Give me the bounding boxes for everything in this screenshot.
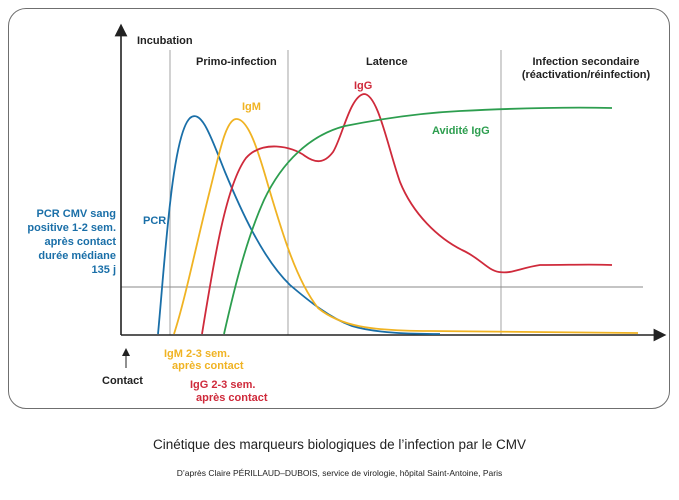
igm-note-line: après contact (172, 360, 244, 372)
igg-note-line: après contact (196, 392, 268, 404)
caption-source: D’après Claire PÉRILLAUD–DUBOIS, service… (176, 468, 503, 478)
igg-label: IgG (354, 80, 372, 92)
avidite-label: Avidité IgG (432, 125, 490, 137)
phase-label-secondaire-2: (réactivation/réinfection) (522, 69, 651, 81)
igm-label: IgM (242, 101, 261, 113)
pcr-note-line: 135 j (92, 264, 116, 276)
phase-label-secondaire-1: Infection secondaire (533, 56, 640, 68)
pcr-note: PCR CMV sang positive 1-2 sem. après con… (27, 208, 116, 276)
pcr-note-line: durée médiane (38, 250, 116, 262)
caption-title: Cinétique des marqueurs biologiques de l… (153, 437, 526, 452)
diagram-frame (8, 8, 670, 409)
pcr-note-line: positive 1-2 sem. (27, 222, 116, 234)
phase-label-primo: Primo-infection (196, 56, 277, 68)
pcr-note-line: PCR CMV sang (37, 208, 116, 220)
avidite-curve (223, 106, 613, 335)
igg-note-line: IgG 2-3 sem. (190, 379, 255, 391)
phase-label-incubation: Incubation (137, 35, 193, 47)
pcr-note-line: après contact (44, 236, 116, 248)
igm-curve (173, 118, 639, 335)
phase-label-latence: Latence (366, 56, 408, 68)
pcr-label: PCR (143, 215, 166, 227)
igg-curve (201, 93, 613, 335)
contact-label: Contact (102, 375, 143, 387)
pcr-curve (157, 115, 441, 335)
igm-note-line: IgM 2-3 sem. (164, 348, 230, 360)
